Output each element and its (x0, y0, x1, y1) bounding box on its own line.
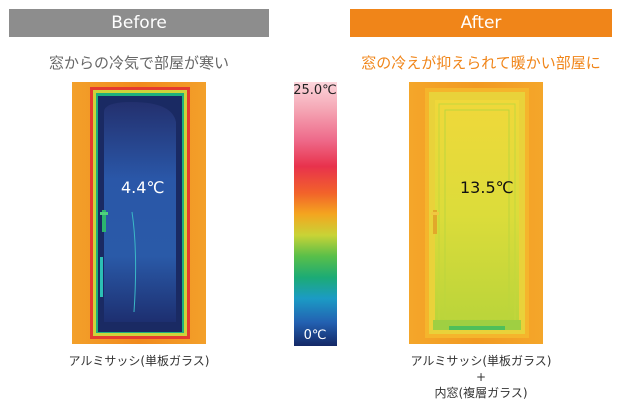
scale-min-label: 0℃ (303, 328, 327, 343)
temperature-scale: 25.0℃ 0℃ (292, 82, 338, 346)
after-temperature: 13.5℃ (460, 178, 514, 197)
after-window-thermal-graphic (409, 82, 543, 344)
before-caption: アルミサッシ(単板ガラス) (68, 354, 210, 368)
after-subtitle: 窓の冷えが抑えられて暖かい部屋に (361, 54, 601, 72)
temperature-scale-bar (294, 82, 337, 346)
after-caption-line3: 内窓(複層ガラス) (434, 386, 528, 400)
before-thermal-image (72, 82, 206, 344)
after-caption: アルミサッシ(単板ガラス) + 内窓(複層ガラス) (350, 353, 612, 401)
after-caption-line1: アルミサッシ(単板ガラス) (410, 354, 552, 368)
before-header: Before (9, 9, 269, 37)
after-caption-plus: + (475, 370, 487, 384)
before-window-thermal-graphic (72, 82, 206, 344)
scale-max-label: 25.0℃ (293, 83, 337, 98)
after-header: After (350, 9, 612, 37)
before-temperature: 4.4℃ (121, 178, 165, 197)
after-thermal-image (409, 82, 543, 344)
before-subtitle: 窓からの冷気で部屋が寒い (48, 54, 229, 72)
